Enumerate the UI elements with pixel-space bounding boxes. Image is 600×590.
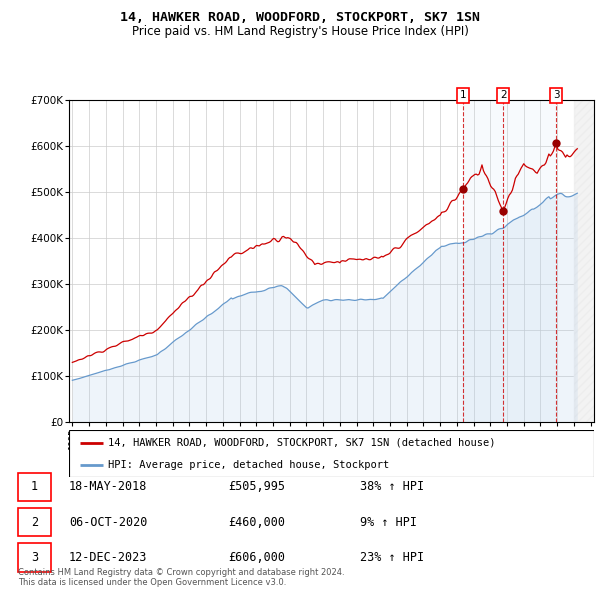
- Text: 23% ↑ HPI: 23% ↑ HPI: [360, 551, 424, 564]
- Text: 12-DEC-2023: 12-DEC-2023: [69, 551, 148, 564]
- Text: Contains HM Land Registry data © Crown copyright and database right 2024.
This d: Contains HM Land Registry data © Crown c…: [18, 568, 344, 587]
- Text: 14, HAWKER ROAD, WOODFORD, STOCKPORT, SK7 1SN (detached house): 14, HAWKER ROAD, WOODFORD, STOCKPORT, SK…: [109, 438, 496, 448]
- Text: Price paid vs. HM Land Registry's House Price Index (HPI): Price paid vs. HM Land Registry's House …: [131, 25, 469, 38]
- Text: £505,995: £505,995: [228, 480, 285, 493]
- Text: 18-MAY-2018: 18-MAY-2018: [69, 480, 148, 493]
- Text: 06-OCT-2020: 06-OCT-2020: [69, 516, 148, 529]
- Text: 3: 3: [553, 90, 560, 100]
- Text: 9% ↑ HPI: 9% ↑ HPI: [360, 516, 417, 529]
- Text: £606,000: £606,000: [228, 551, 285, 564]
- Text: 2: 2: [500, 90, 506, 100]
- Text: 1: 1: [31, 480, 38, 493]
- Text: 2: 2: [31, 516, 38, 529]
- Text: 1: 1: [460, 90, 467, 100]
- Text: £460,000: £460,000: [228, 516, 285, 529]
- Bar: [463, 100, 556, 422]
- Text: 14, HAWKER ROAD, WOODFORD, STOCKPORT, SK7 1SN: 14, HAWKER ROAD, WOODFORD, STOCKPORT, SK…: [120, 11, 480, 24]
- Text: 3: 3: [31, 551, 38, 564]
- Text: 38% ↑ HPI: 38% ↑ HPI: [360, 480, 424, 493]
- Text: HPI: Average price, detached house, Stockport: HPI: Average price, detached house, Stoc…: [109, 460, 389, 470]
